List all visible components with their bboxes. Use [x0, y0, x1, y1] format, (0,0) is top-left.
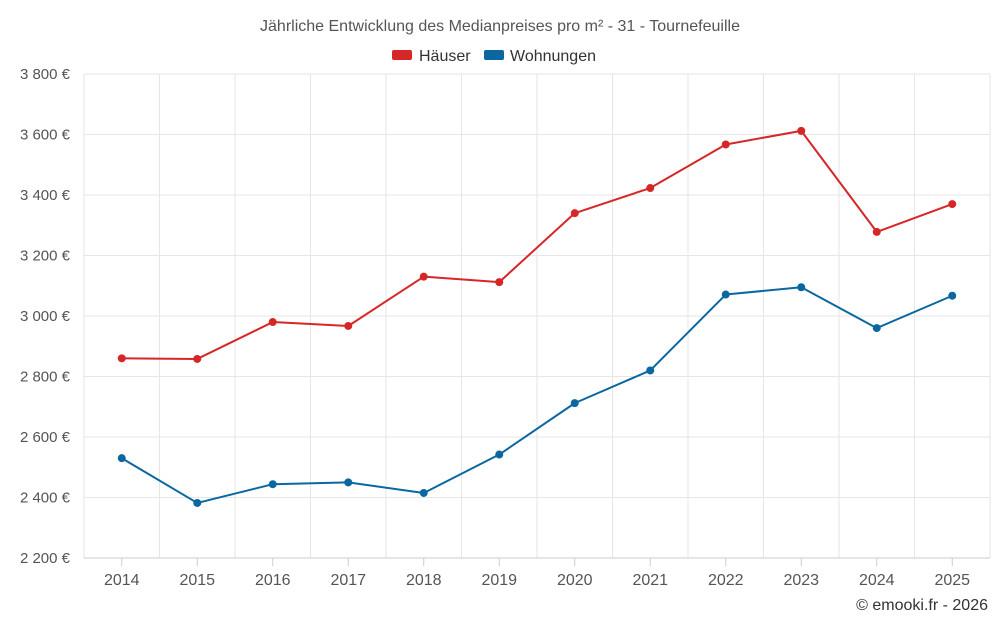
- y-tick-label: 2 600 €: [20, 429, 71, 446]
- data-point[interactable]: [344, 478, 353, 487]
- x-tick-label: 2019: [481, 572, 517, 589]
- data-point[interactable]: [344, 321, 353, 330]
- x-tick-label: 2023: [783, 572, 819, 589]
- legend-label: Häuser: [419, 48, 471, 65]
- data-point[interactable]: [797, 283, 806, 292]
- x-tick-label: 2015: [179, 572, 215, 589]
- data-point[interactable]: [419, 488, 428, 497]
- legend: Häuser Wohnungen: [392, 48, 596, 65]
- series-line: [121, 286, 953, 504]
- series-wohnungen: [117, 283, 957, 507]
- axes: 2 200 € 2 400 € 2 600 € 2 800 € 3 000 € 3 200…: [20, 66, 990, 589]
- y-tick-label: 2 400 €: [20, 490, 71, 507]
- data-point[interactable]: [419, 272, 428, 281]
- data-point[interactable]: [193, 354, 202, 363]
- data-point[interactable]: [570, 399, 579, 408]
- data-point[interactable]: [721, 140, 730, 149]
- credit-text: © emooki.fr - 2026: [856, 597, 988, 614]
- y-tick-label: 3 000 €: [20, 308, 71, 325]
- x-tick-label: 2021: [632, 572, 668, 589]
- data-point[interactable]: [948, 291, 957, 300]
- y-tick-label: 3 600 €: [20, 127, 71, 144]
- data-point[interactable]: [948, 200, 957, 209]
- y-tick-label: 2 200 €: [20, 550, 71, 567]
- data-point[interactable]: [268, 480, 277, 489]
- legend-swatch: [484, 50, 504, 60]
- y-tick-label: 3 200 €: [20, 248, 71, 265]
- data-point[interactable]: [721, 290, 730, 299]
- data-point[interactable]: [797, 126, 806, 135]
- grid: [83, 73, 991, 559]
- series-line: [121, 129, 953, 360]
- x-tick-label: 2022: [708, 572, 744, 589]
- chart-title: Jährliche Entwicklung des Medianpreises …: [260, 18, 740, 35]
- data-point[interactable]: [495, 450, 504, 459]
- legend-label: Wohnungen: [510, 48, 596, 65]
- x-tick-label: 2024: [859, 572, 895, 589]
- x-tick-label: 2016: [255, 572, 291, 589]
- x-tick-label: 2020: [557, 572, 593, 589]
- legend-item[interactable]: Häuser: [392, 48, 471, 65]
- y-tick-label: 2 800 €: [20, 369, 71, 386]
- data-point[interactable]: [646, 184, 655, 193]
- legend-item[interactable]: Wohnungen: [484, 48, 596, 65]
- data-point[interactable]: [117, 454, 126, 463]
- y-tick-label: 3 800 €: [20, 66, 71, 83]
- data-point[interactable]: [495, 278, 504, 287]
- series-haeuser: [117, 126, 957, 363]
- series-group: [117, 126, 957, 507]
- y-tick-label: 3 400 €: [20, 187, 71, 204]
- data-point[interactable]: [872, 227, 881, 236]
- x-tick-label: 2017: [330, 572, 366, 589]
- x-tick-label: 2018: [406, 572, 442, 589]
- data-point[interactable]: [193, 498, 202, 507]
- data-point[interactable]: [646, 366, 655, 375]
- data-point[interactable]: [570, 209, 579, 218]
- x-tick-label: 2014: [104, 572, 140, 589]
- data-point[interactable]: [268, 318, 277, 327]
- data-point[interactable]: [117, 354, 126, 363]
- legend-swatch: [392, 50, 412, 60]
- data-point[interactable]: [872, 324, 881, 333]
- x-tick-label: 2025: [934, 572, 970, 589]
